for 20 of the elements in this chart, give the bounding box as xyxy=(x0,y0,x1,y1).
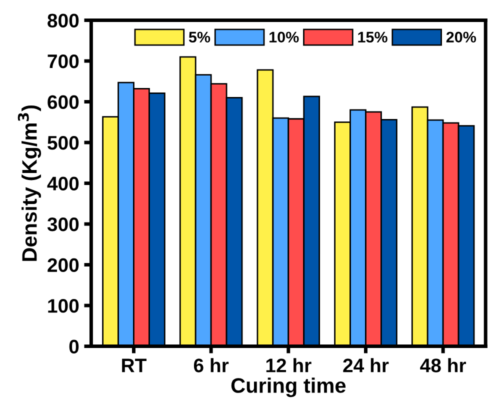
x-tick-label: 12 hr xyxy=(266,358,312,372)
x-tick-label: RT xyxy=(122,358,146,372)
y-tick-label: 800 xyxy=(48,14,79,28)
y-tick-label: 600 xyxy=(48,95,79,109)
legend-label: 10% xyxy=(270,32,299,43)
legend-label: 5% xyxy=(188,32,210,43)
y-tick-label: 700 xyxy=(48,54,79,68)
x-tick-label: 24 hr xyxy=(343,358,389,372)
y-axis-title: Density (Kg/m$^{3}$) xyxy=(18,105,42,261)
y-tick-label: 500 xyxy=(48,136,79,150)
y-tick-label: 300 xyxy=(47,217,79,232)
legend-label: 20% xyxy=(446,32,476,43)
y-tick-label: 400 xyxy=(47,176,79,190)
x-axis-title: Curing time xyxy=(231,378,346,398)
y-tick-label: 100 xyxy=(48,298,79,313)
x-tick-label: 6 hr xyxy=(194,358,229,372)
y-tick-label: 0 xyxy=(69,340,79,354)
x-tick-label: 48 hr xyxy=(420,358,466,372)
legend-label: 15% xyxy=(358,32,388,43)
y-tick-label: 200 xyxy=(48,258,79,272)
